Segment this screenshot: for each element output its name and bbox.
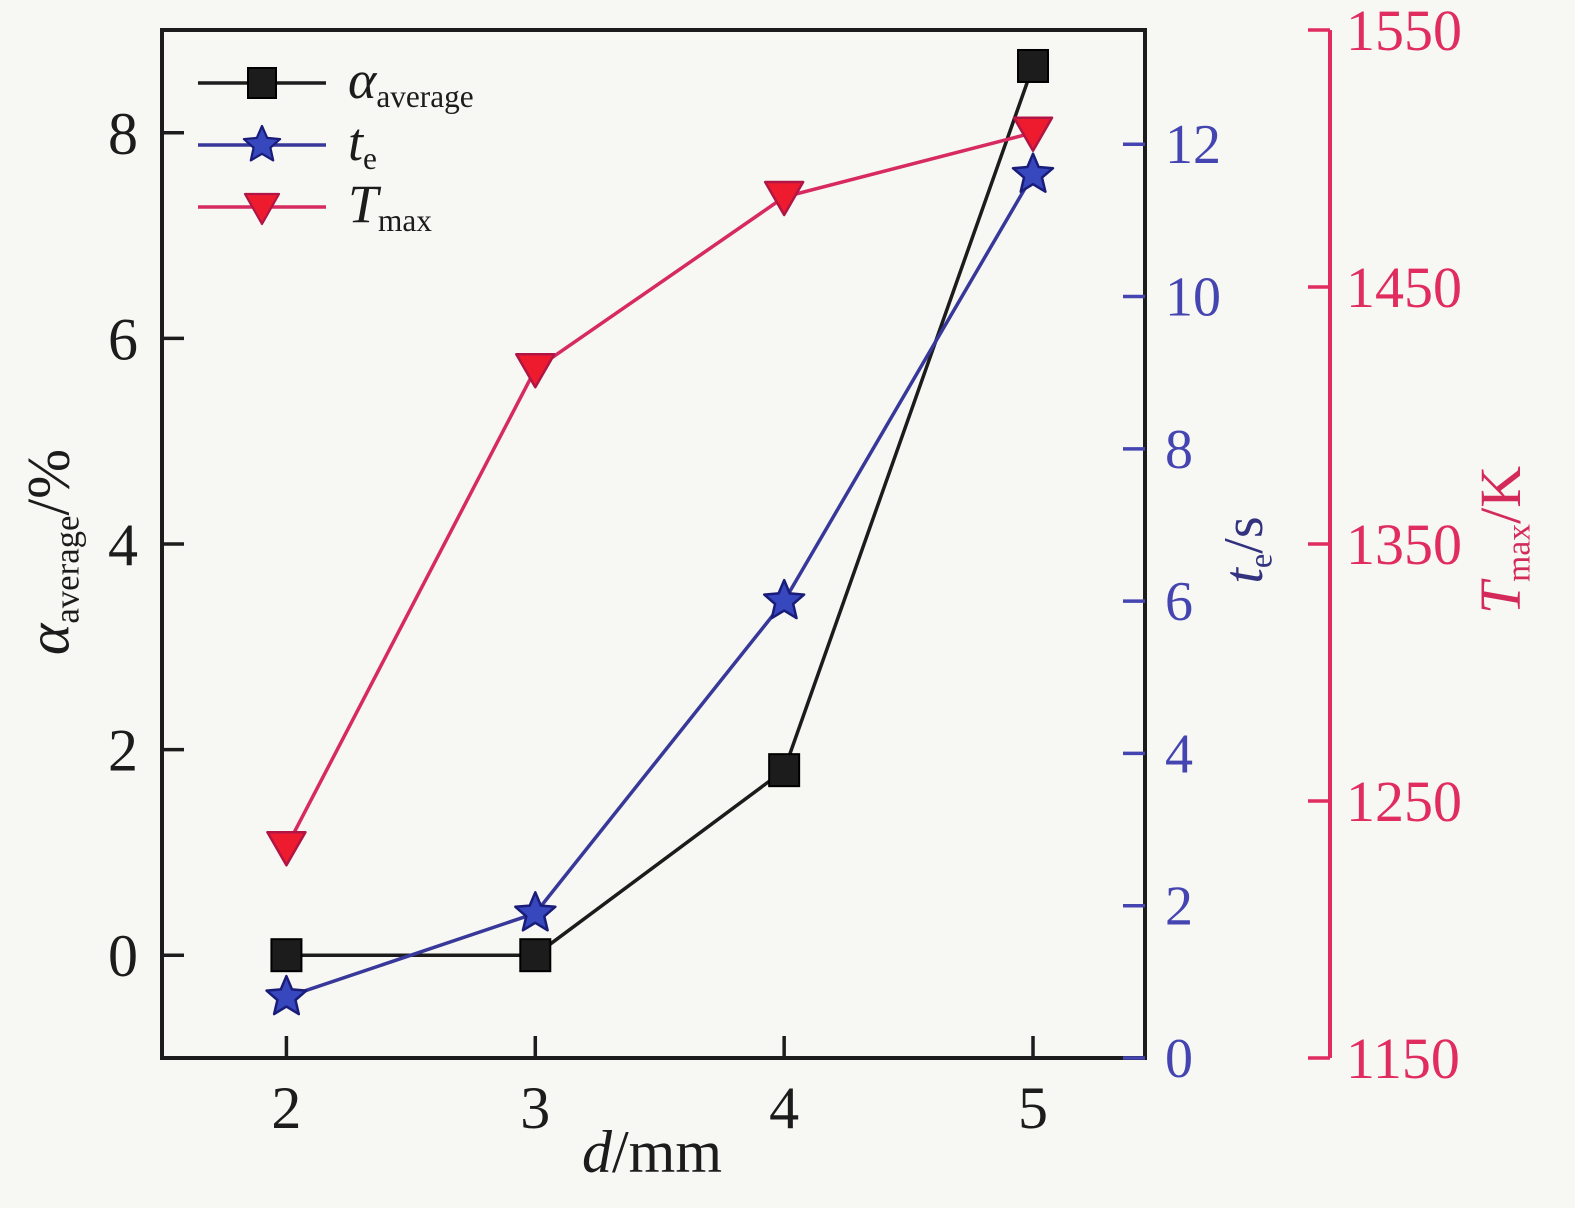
triangle-down-marker-icon (196, 184, 328, 230)
marker-triangle-down (515, 352, 556, 389)
y-left-tick-label: 6 (108, 306, 138, 372)
legend-marker-square (247, 67, 277, 99)
te-tick-label: 6 (1165, 571, 1193, 633)
legend-label-alpha-average: αaverage (348, 53, 474, 112)
x-axis-title-d-mm: d/mm (582, 1122, 722, 1182)
square-marker-icon (196, 60, 328, 106)
series-t_e (265, 152, 1055, 1016)
legend: αaverage te Tmax (196, 52, 474, 238)
te-tick-label: 12 (1165, 114, 1221, 176)
legend-alpha-subscript: average (376, 79, 474, 115)
tmax-tick-label: 1350 (1346, 512, 1462, 577)
series-line-t_e (285, 173, 1035, 999)
y-axis-title-te: te/s (1213, 516, 1280, 584)
tmax-symbol: T (1467, 581, 1533, 615)
legend-alpha-symbol: α (348, 50, 377, 111)
alpha-symbol: α (15, 623, 82, 656)
marker-star (762, 578, 806, 620)
te-tick-label: 2 (1165, 876, 1193, 938)
legend-label-tmax: Tmax (348, 177, 432, 236)
te-tick-label: 4 (1165, 723, 1193, 785)
marker-triangle-down (266, 831, 307, 867)
te-subscript: e (1243, 553, 1280, 569)
te-tick-label: 0 (1165, 1028, 1193, 1090)
y-axis-title-tmax: Tmax/K (1468, 466, 1538, 614)
legend-entry-alpha-average: αaverage (196, 52, 474, 114)
tmax-unit: /K (1467, 465, 1533, 524)
y-axis-te: 0 2 4 6 8 10 12 (1123, 114, 1221, 1090)
x-axis: 2 3 4 5 (271, 1036, 1048, 1141)
d-unit: /mm (611, 1119, 723, 1185)
x-tick-label: 4 (769, 1075, 799, 1141)
marker-square (1017, 48, 1050, 83)
te-tick-label: 10 (1165, 267, 1221, 329)
marker-triangle-down (1012, 116, 1054, 153)
alpha-unit: /% (15, 448, 82, 516)
legend-label-te: te (348, 115, 377, 174)
marker-triangle-down (763, 180, 805, 217)
tmax-tick-label: 1550 (1346, 0, 1462, 63)
x-tick-label: 2 (271, 1075, 301, 1141)
te-symbol: t (1213, 568, 1276, 584)
tmax-tick-label: 1450 (1346, 255, 1462, 320)
marker-square (519, 938, 552, 973)
legend-entry-tmax: Tmax (196, 176, 474, 238)
y-axis-left: 0 2 4 6 8 (108, 101, 184, 989)
y-axis-title-alpha-average: αaverage/% (15, 448, 87, 656)
d-symbol: d (581, 1119, 612, 1185)
y-left-tick-label: 0 (108, 923, 138, 989)
series-line-T_max (284, 131, 1034, 849)
te-unit: /s (1213, 516, 1276, 554)
legend-te-subscript: e (363, 141, 377, 177)
star-marker-icon (196, 122, 328, 168)
legend-tmax-subscript: max (378, 203, 432, 239)
y-left-tick-label: 4 (108, 512, 138, 578)
tmax-tick-label: 1150 (1346, 1026, 1460, 1091)
marker-square (270, 938, 303, 973)
marker-star (514, 891, 557, 932)
te-tick-label: 8 (1165, 419, 1193, 481)
tmax-subscript: max (1500, 523, 1538, 582)
legend-tmax-symbol: T (348, 174, 379, 235)
tmax-tick-label: 1250 (1346, 769, 1462, 834)
x-tick-label: 3 (520, 1075, 550, 1141)
series-T_max (266, 116, 1054, 867)
marker-star (265, 974, 308, 1016)
x-tick-label: 5 (1018, 1075, 1048, 1141)
y-axis-tmax: 1150 1250 1350 1450 1550 (1308, 0, 1462, 1091)
alpha-subscript: average (47, 515, 87, 624)
legend-entry-te: te (196, 114, 474, 176)
legend-te-symbol: t (348, 112, 364, 173)
legend-marker-star (242, 124, 282, 162)
y-left-tick-label: 2 (108, 718, 138, 784)
marker-square (768, 753, 801, 788)
legend-marker-triangle-down (243, 192, 281, 226)
marker-star (1011, 152, 1055, 193)
y-left-tick-label: 8 (108, 101, 138, 167)
